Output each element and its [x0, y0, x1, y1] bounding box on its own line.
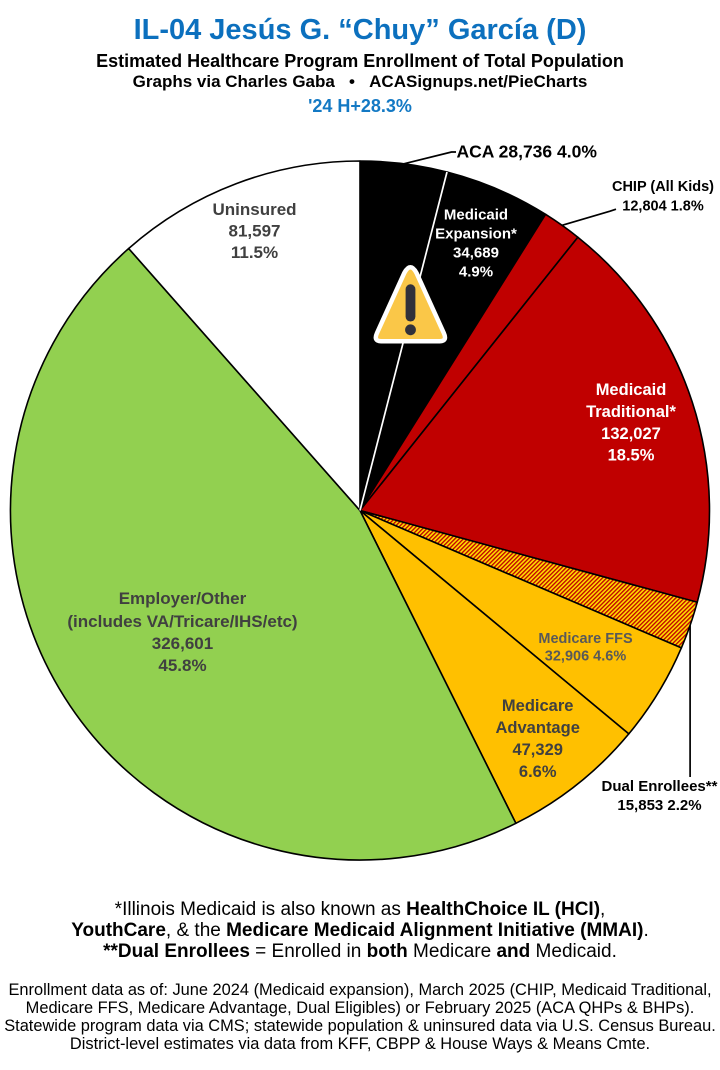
svg-text:326,601: 326,601 — [152, 634, 213, 653]
svg-text:81,597: 81,597 — [229, 222, 281, 241]
svg-text:18.5%: 18.5% — [608, 447, 655, 465]
svg-text:32,906 4.6%: 32,906 4.6% — [545, 649, 627, 665]
svg-text:45.8%: 45.8% — [158, 656, 206, 675]
svg-text:CHIP (All Kids): CHIP (All Kids) — [612, 179, 714, 195]
svg-text:47,329: 47,329 — [512, 741, 562, 759]
svg-text:15,853 2.2%: 15,853 2.2% — [617, 797, 701, 814]
svg-text:Employer/Other: Employer/Other — [119, 589, 247, 608]
svg-text:12,804 1.8%: 12,804 1.8% — [622, 199, 704, 215]
svg-text:(includes VA/Tricare/IHS/etc): (includes VA/Tricare/IHS/etc) — [67, 612, 297, 631]
svg-text:Medicare FFS: Medicare FFS — [538, 631, 633, 647]
svg-text:Traditional*: Traditional* — [586, 403, 676, 421]
svg-text:6.6%: 6.6% — [519, 763, 557, 781]
svg-text:Medicare: Medicare — [502, 697, 574, 715]
svg-text:4.9%: 4.9% — [459, 264, 493, 281]
svg-text:Medicaid: Medicaid — [596, 381, 667, 399]
svg-text:34,689: 34,689 — [453, 245, 499, 262]
svg-text:Medicaid: Medicaid — [444, 207, 508, 224]
svg-text:ACA 28,736 4.0%: ACA 28,736 4.0% — [457, 142, 598, 162]
svg-text:Dual Enrollees**: Dual Enrollees** — [602, 778, 718, 795]
svg-text:Uninsured: Uninsured — [212, 200, 296, 219]
svg-text:Advantage: Advantage — [496, 719, 580, 737]
svg-text:132,027: 132,027 — [601, 425, 661, 443]
svg-text:11.5%: 11.5% — [231, 243, 278, 262]
svg-text:Expansion*: Expansion* — [435, 226, 517, 243]
